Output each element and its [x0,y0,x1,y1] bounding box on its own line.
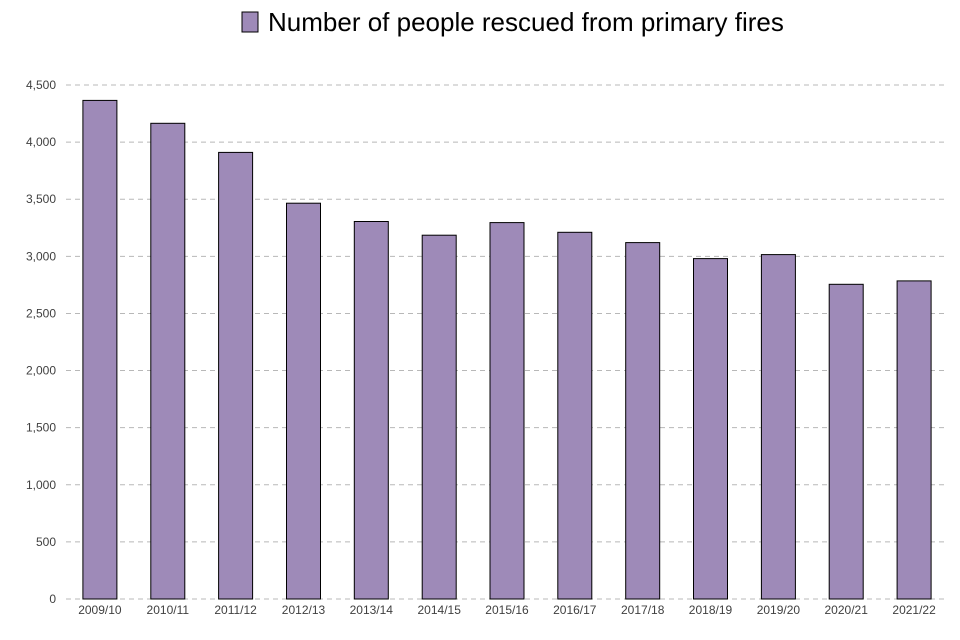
bar-2019-20 [760,254,796,600]
bar-2018-19 [693,258,728,600]
y-tick-label: 4,500 [26,78,56,92]
x-tick-label: 2012/13 [282,603,326,617]
x-tick-label: 2013/14 [350,603,394,617]
y-axis: 0 500 1,000 1,500 2,000 2,500 3,000 3,500 4,000 4… [26,78,56,606]
y-tick-label: 500 [36,535,56,549]
y-tick-label: 0 [49,592,56,606]
bar-2011-12 [218,151,254,600]
y-tick-label: 1,000 [26,478,56,492]
bar-2021-22 [896,280,932,600]
bar-2010-11 [150,122,186,600]
x-tick-label: 2016/17 [553,603,597,617]
bars [82,99,932,600]
bar-2015-16 [489,222,525,600]
bar-2014-15 [421,234,457,600]
bar-2009-10 [82,99,118,600]
bar-2020-21 [828,283,864,600]
x-tick-label: 2015/16 [485,603,529,617]
x-tick-label: 2014/15 [418,603,462,617]
bar-2013-14 [353,221,389,600]
x-tick-label: 2011/12 [214,603,257,617]
x-tick-label: 2020/21 [825,603,869,617]
x-tick-label: 2018/19 [689,603,733,617]
bar-2016-17 [557,231,593,600]
y-tick-label: 2,000 [26,364,56,378]
bar-2017-18 [625,242,661,600]
legend: Number of people rescued from primary fi… [241,7,784,37]
y-tick-label: 1,500 [26,421,56,435]
y-tick-label: 3,500 [26,192,56,206]
y-tick-label: 2,500 [26,306,56,320]
legend-label: Number of people rescued from primary fi… [268,7,784,37]
x-axis: 2009/10 2010/11 2011/12 2012/13 2013/14 2014/… [78,603,936,617]
legend-swatch [241,11,259,33]
x-tick-label: 2010/11 [147,603,190,617]
x-tick-label: 2021/22 [892,603,936,617]
x-tick-label: 2019/20 [757,603,801,617]
y-tick-label: 4,000 [26,135,56,149]
y-tick-label: 3,000 [26,249,56,263]
x-tick-label: 2017/18 [621,603,665,617]
x-tick-label: 2009/10 [78,603,122,617]
bar-2012-13 [286,202,321,600]
